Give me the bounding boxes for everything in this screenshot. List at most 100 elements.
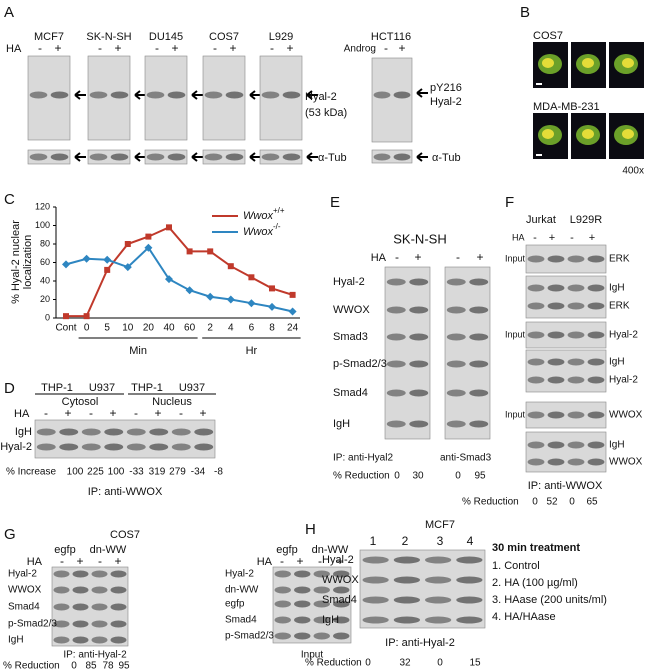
band bbox=[313, 616, 330, 624]
label: 30 min treatment bbox=[492, 542, 580, 554]
label: Hyal-2 bbox=[609, 330, 638, 341]
x-tick-label: 0 bbox=[84, 323, 90, 334]
band bbox=[547, 458, 565, 466]
label: Hyal-2 bbox=[305, 91, 337, 103]
band bbox=[527, 302, 545, 310]
x-tick-label: 24 bbox=[287, 323, 299, 334]
blot bbox=[444, 266, 491, 440]
label: p-Smad2/3 bbox=[333, 358, 387, 370]
point bbox=[144, 243, 153, 252]
band bbox=[91, 570, 108, 578]
band bbox=[386, 333, 406, 341]
x-tick-label: 5 bbox=[104, 323, 110, 334]
sign: + bbox=[154, 406, 161, 420]
label: Androg bbox=[344, 44, 376, 55]
legend-label: Wwox bbox=[243, 210, 273, 222]
sign: + bbox=[336, 554, 343, 568]
arrow bbox=[191, 90, 203, 100]
nucleus-signal bbox=[582, 129, 594, 139]
point bbox=[63, 313, 69, 320]
value: 0 bbox=[532, 497, 538, 508]
band bbox=[53, 570, 70, 578]
sign: - bbox=[318, 554, 322, 568]
label: IP: anti-Hyal2 bbox=[333, 453, 393, 464]
band bbox=[110, 636, 127, 644]
band bbox=[446, 306, 466, 314]
band bbox=[294, 586, 311, 594]
label: Input bbox=[301, 650, 323, 661]
value: 65 bbox=[586, 497, 598, 508]
band bbox=[362, 556, 389, 564]
sign: + bbox=[199, 406, 206, 420]
label: THP-1 bbox=[131, 382, 163, 394]
band bbox=[587, 331, 605, 339]
band bbox=[274, 570, 291, 578]
label: Smad4 bbox=[8, 602, 40, 613]
label: dn-WW bbox=[225, 585, 259, 596]
band bbox=[72, 586, 89, 594]
band bbox=[146, 91, 165, 99]
sign: + bbox=[114, 554, 121, 568]
band bbox=[282, 153, 301, 161]
series-line bbox=[65, 246, 293, 313]
point bbox=[124, 241, 131, 247]
band bbox=[393, 576, 420, 584]
band bbox=[425, 616, 452, 624]
label: WWOX bbox=[609, 410, 643, 421]
band bbox=[204, 91, 223, 99]
arrow bbox=[74, 152, 86, 162]
value: 100 bbox=[108, 467, 125, 478]
band bbox=[386, 278, 406, 286]
label: WWOX bbox=[333, 304, 370, 316]
band bbox=[587, 255, 605, 263]
x-tick-label: 20 bbox=[143, 323, 155, 334]
band bbox=[446, 389, 466, 397]
panel-letter: H bbox=[305, 521, 316, 538]
value: 95 bbox=[474, 471, 486, 482]
band bbox=[81, 443, 101, 451]
label: Hyal-2 bbox=[8, 569, 37, 580]
band bbox=[110, 570, 127, 578]
value: 0 bbox=[71, 661, 77, 672]
band bbox=[171, 428, 191, 436]
band bbox=[294, 632, 311, 640]
label: ERK bbox=[609, 301, 630, 312]
label: Nucleus bbox=[152, 396, 192, 408]
legend-item: 4. HA/HAase bbox=[492, 611, 556, 623]
label: Smad4 bbox=[225, 615, 257, 626]
point bbox=[145, 233, 152, 240]
label: COS7 bbox=[110, 529, 140, 541]
label: egfp bbox=[276, 544, 297, 556]
band bbox=[425, 576, 452, 584]
blot bbox=[384, 266, 431, 440]
band bbox=[587, 358, 605, 366]
band bbox=[146, 153, 165, 161]
sign: - bbox=[270, 41, 274, 55]
panel-letter: E bbox=[330, 194, 340, 211]
label: HA bbox=[27, 556, 43, 568]
cell-line: DU145 bbox=[149, 31, 183, 43]
band bbox=[386, 389, 406, 397]
group-label: Hr bbox=[246, 345, 258, 357]
band bbox=[446, 360, 466, 368]
blot bbox=[371, 57, 413, 143]
label: pY216 bbox=[430, 82, 462, 94]
band bbox=[294, 570, 311, 578]
band bbox=[261, 91, 280, 99]
label: WWOX bbox=[322, 574, 359, 586]
band bbox=[36, 443, 56, 451]
band bbox=[567, 284, 585, 292]
nucleus-signal bbox=[622, 129, 634, 139]
band bbox=[425, 596, 452, 604]
band bbox=[110, 603, 127, 611]
sign: - bbox=[44, 406, 48, 420]
band bbox=[386, 306, 406, 314]
sign: + bbox=[54, 41, 61, 55]
label: egfp bbox=[54, 544, 75, 556]
band bbox=[89, 91, 108, 99]
band bbox=[294, 600, 311, 608]
band bbox=[50, 153, 69, 161]
point bbox=[207, 248, 214, 255]
band bbox=[59, 443, 79, 451]
sign: - bbox=[570, 232, 574, 244]
